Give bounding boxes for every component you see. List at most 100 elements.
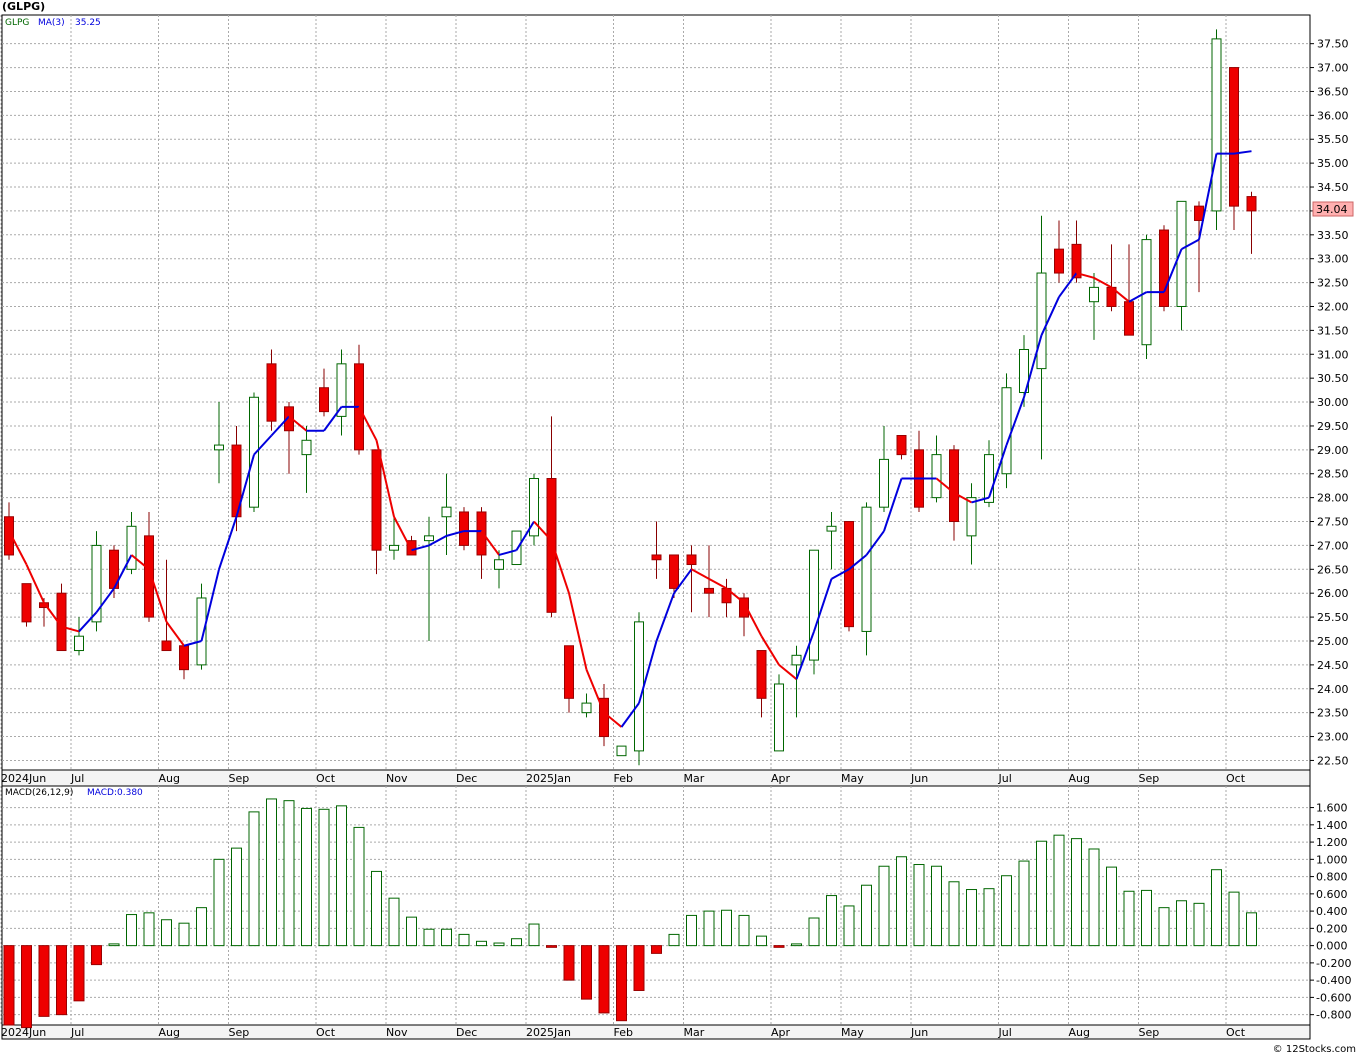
candle-body: [74, 635, 84, 652]
ma-segment: [1005, 396, 1025, 446]
candle: [126, 511, 137, 575]
candle-body: [1124, 301, 1134, 336]
candle-body: [756, 650, 767, 699]
x-tick-label: Oct: [1226, 1026, 1246, 1039]
ma-segment: [971, 496, 990, 504]
candle: [581, 693, 592, 718]
candle: [1211, 29, 1222, 231]
x-tick-label: Sep: [1139, 772, 1160, 785]
ma-segment: [61, 625, 80, 633]
x-tick-label: Dec: [456, 1026, 477, 1039]
ma-segment: [1040, 296, 1060, 336]
macd-bar: [493, 942, 505, 947]
candle-body: [1194, 205, 1204, 221]
ma-segment: [988, 444, 1008, 498]
ma-segment: [323, 406, 343, 432]
candle-body: [161, 640, 172, 652]
macd-bar: [633, 945, 645, 991]
y-tick-label: 27.00: [1317, 539, 1349, 552]
candle-body: [809, 549, 819, 661]
x-tick-label: Jul: [70, 1026, 84, 1039]
y-tick-label: 36.50: [1317, 85, 1349, 98]
candle-body: [861, 506, 872, 632]
macd-bar: [896, 856, 907, 947]
y-tick-label: 32.50: [1317, 277, 1349, 290]
macd-x-axis: [1, 1024, 1311, 1040]
y-tick-label: 23.50: [1317, 707, 1349, 720]
macd-bar: [948, 881, 960, 947]
x-tick-label: 2024Jun: [1, 772, 46, 785]
macd-bar: [983, 888, 995, 947]
macd-histogram: [3, 798, 1257, 1029]
candle-body: [564, 645, 574, 699]
y-tick-label: 29.50: [1317, 420, 1349, 433]
ma-segment: [43, 602, 63, 628]
ma-segment: [113, 554, 133, 589]
macd-bar: [441, 928, 452, 947]
candle-body: [389, 544, 399, 551]
candle-body: [774, 683, 784, 752]
candle: [826, 511, 837, 570]
x-tick-label: Aug: [159, 1026, 180, 1039]
candle-body: [949, 449, 959, 523]
legend-ma-value: 35.25: [75, 18, 101, 28]
y-tick-label: 30.50: [1317, 372, 1349, 385]
macd-bar: [231, 847, 242, 947]
candle: [844, 521, 854, 632]
ma-segment: [935, 477, 955, 494]
macd-bar: [196, 907, 207, 947]
candle-body: [406, 540, 417, 556]
macd-bar: [668, 933, 680, 947]
candle: [266, 349, 277, 431]
macd-bar: [1071, 838, 1082, 947]
ma-segment: [235, 454, 255, 518]
candle: [1229, 67, 1239, 231]
price-x-axis: [1, 769, 1311, 787]
macd-bar: [161, 919, 172, 947]
y-tick-label: 33.50: [1317, 229, 1349, 242]
y-tick-label: 30.00: [1317, 396, 1349, 409]
macd-bar: [73, 945, 85, 1002]
ma-segment: [778, 664, 798, 680]
y-tick-label: 22.50: [1317, 754, 1349, 767]
candle: [756, 650, 767, 718]
chart-title: (GLPG): [2, 0, 46, 13]
candle: [966, 483, 977, 565]
x-tick-label: Aug: [1069, 1026, 1090, 1039]
x-tick-label: Oct: [316, 1026, 336, 1039]
candle: [406, 535, 417, 556]
y-tick-label: 34.50: [1317, 181, 1349, 194]
ma-segment: [865, 530, 885, 556]
ma-segment: [253, 434, 273, 456]
ma-segment: [848, 554, 868, 571]
macd-bar: [878, 865, 890, 947]
x-tick-label: Feb: [614, 772, 633, 785]
candle: [704, 545, 714, 618]
candle-body: [371, 449, 382, 551]
candle-body: [1089, 286, 1099, 303]
candle-body: [266, 363, 277, 422]
candle-body: [704, 587, 714, 594]
macd-bar: [21, 945, 32, 1029]
x-tick-label: Sep: [229, 1026, 250, 1039]
ma-segment: [270, 415, 290, 437]
macd-bar: [1106, 866, 1117, 947]
y-tick-label: -0.400: [1316, 974, 1351, 987]
candle-body: [196, 597, 207, 666]
ma-line: [8, 150, 1252, 728]
macd-bar: [686, 914, 697, 947]
candle: [91, 531, 102, 632]
macd-bar: [1036, 840, 1047, 947]
x-tick-label: Feb: [614, 1026, 633, 1039]
candle-body: [1019, 348, 1029, 394]
macd-bar: [248, 811, 260, 947]
candle-body: [844, 521, 854, 628]
x-tick-label: Mar: [684, 772, 705, 785]
x-tick-label: Sep: [229, 772, 250, 785]
macd-bar: [56, 945, 67, 1016]
candle: [1246, 191, 1257, 254]
candle: [214, 402, 224, 484]
ma-segment: [1023, 334, 1043, 398]
x-tick-label: Apr: [771, 1026, 791, 1039]
